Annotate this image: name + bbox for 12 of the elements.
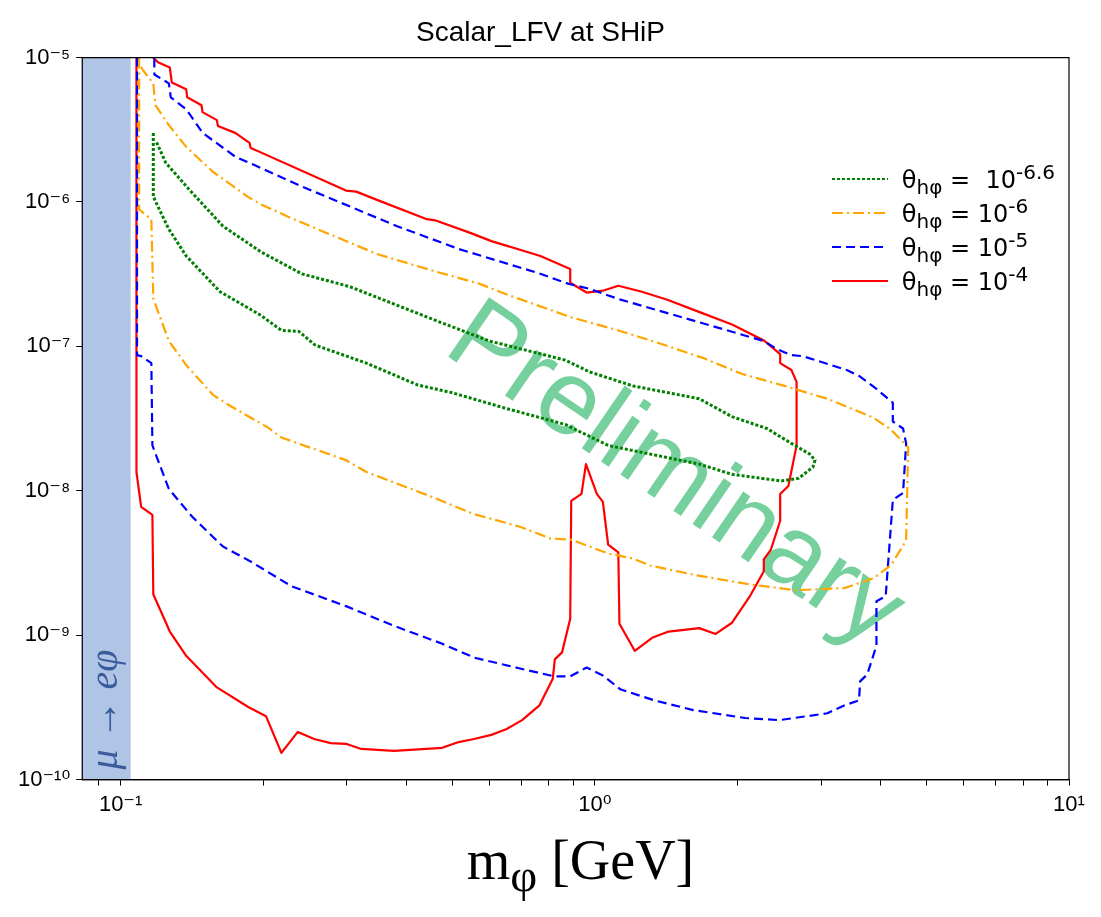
chart-title: Scalar_LFV at SHiP [416, 15, 665, 47]
y-tick-label: 10⁻⁶ [25, 188, 71, 214]
y-tick-label: 10⁻¹⁰ [17, 765, 71, 791]
y-tick-label: 10⁻⁷ [26, 332, 71, 358]
y-tick-label: 10⁻⁸ [24, 476, 71, 502]
y-tick-label: 10⁻⁵ [25, 43, 71, 69]
x-tick-label: 10¹ [1053, 790, 1085, 816]
x-tick-label: 10⁰ [578, 790, 612, 816]
x-tick-label: 10⁻¹ [98, 790, 143, 816]
x-axis-title: m$_{φ}$ [GeV] [465, 828, 696, 904]
y-tick-label: 10⁻⁹ [24, 621, 71, 647]
band-label: μ → eφ [80, 649, 126, 771]
